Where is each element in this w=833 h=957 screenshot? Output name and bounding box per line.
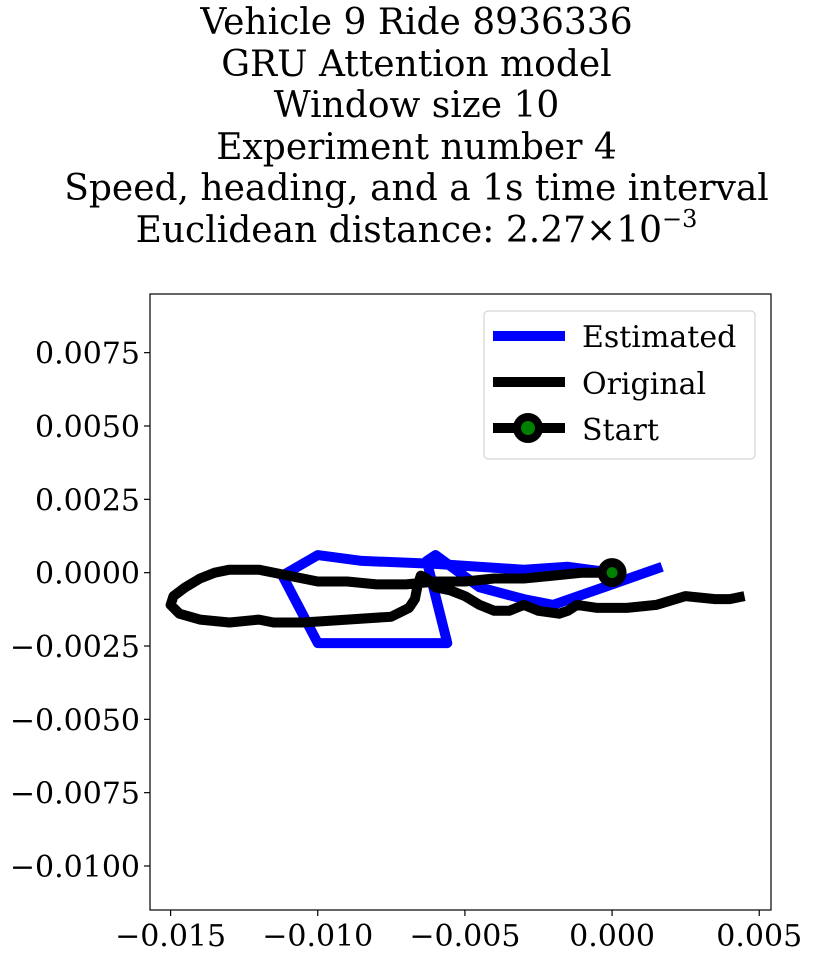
legend-box	[483, 310, 756, 460]
y-tick-label: 0.0000	[35, 557, 140, 592]
legend-original-label: Original	[582, 367, 706, 402]
distance-exponent: −3	[662, 204, 698, 233]
y-tick-label: 0.0050	[35, 410, 140, 445]
title-line-experiment: Experiment number 4	[216, 126, 617, 168]
axes-frame	[149, 293, 772, 911]
y-axis: 0.0075 0.0050 0.0025 0.0000 −0.0025 −0.0050 −0…	[10, 337, 150, 885]
legend: Estimated Original Start	[483, 310, 756, 460]
chart-title: Vehicle 9 Ride 8936336 GRU Attention mod…	[0, 2, 833, 251]
start-marker	[597, 558, 627, 588]
distance-prefix: Euclidean distance: 2.27	[135, 209, 587, 251]
title-line-model: GRU Attention model	[221, 43, 612, 85]
distance-base: 10	[616, 209, 663, 251]
series-line-estimated	[277, 550, 664, 649]
y-tick-label: −0.0025	[10, 630, 140, 665]
x-tick-label: −0.010	[262, 919, 373, 954]
y-tick-label: −0.0100	[10, 850, 140, 885]
legend-estimated-label: Estimated	[582, 320, 736, 355]
y-tick-label: 0.0025	[35, 483, 140, 518]
title-line-distance: Euclidean distance: 2.27×10−3	[0, 207, 833, 252]
title-line-window: Window size 10	[273, 85, 560, 126]
legend-start-marker	[513, 413, 543, 443]
x-tick-label: 0.000	[569, 919, 655, 954]
x-tick-label: 0.005	[716, 919, 802, 954]
x-tick-label: −0.015	[115, 919, 226, 954]
title-line-vehicle: Vehicle 9 Ride 8936336	[200, 2, 633, 43]
legend-start-label: Start	[582, 413, 659, 448]
y-tick-label: −0.0050	[10, 703, 140, 738]
y-tick-label: 0.0075	[35, 337, 140, 372]
series-line-original	[165, 564, 746, 628]
x-tick-label: −0.005	[409, 919, 520, 954]
title-line-features: Speed, heading, and a 1s time interval	[64, 168, 769, 209]
plot-area	[165, 550, 746, 649]
x-axis: −0.015 −0.010 −0.005 0.000 0.005	[115, 910, 802, 954]
distance-times: ×	[586, 209, 617, 251]
y-tick-label: −0.0075	[10, 777, 140, 812]
